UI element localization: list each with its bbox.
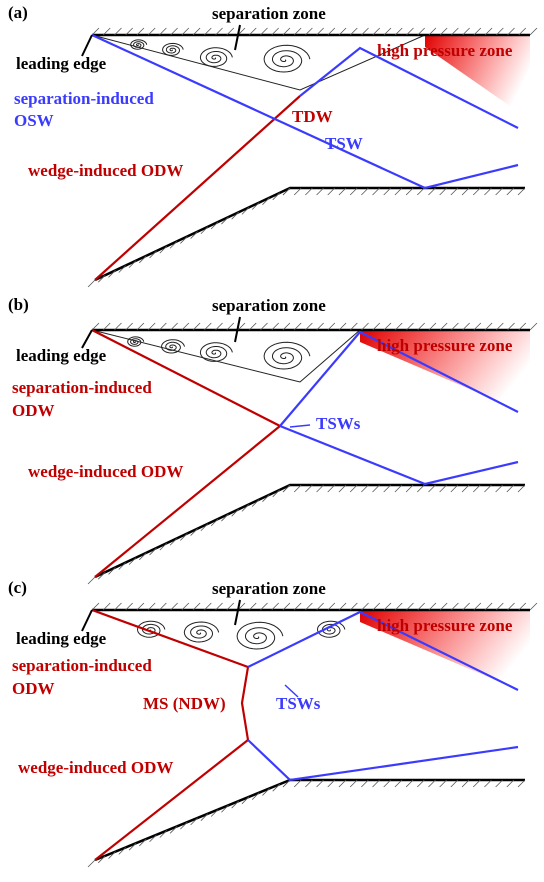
tsw-label: TSWs <box>316 414 361 433</box>
separation-shock-label: ODW <box>12 401 55 420</box>
leading-edge-label: leading edge <box>16 629 107 648</box>
separation-shock-label: separation-induced <box>14 89 154 108</box>
panel-label: (a) <box>8 3 28 22</box>
separation-shock-label: ODW <box>12 679 55 698</box>
vortex <box>184 622 218 642</box>
wedge-wave-label: wedge-induced ODW <box>18 758 173 777</box>
tdw-label: TDW <box>292 107 333 126</box>
separation-shock-label: separation-induced <box>12 656 152 675</box>
vortex <box>162 340 185 353</box>
wedge <box>95 188 525 280</box>
shock-wave <box>248 740 518 780</box>
wedge-wave-label: wedge-induced ODW <box>28 161 183 180</box>
vortex <box>264 342 310 369</box>
vortex <box>200 48 232 67</box>
separation-shock-label: OSW <box>14 111 54 130</box>
detonation-wave <box>242 667 248 740</box>
panel-label: (c) <box>8 578 27 597</box>
hatch <box>88 577 95 584</box>
figure: (a) separation zone leading edge separation… <box>0 0 544 882</box>
leading-edge-label: leading edge <box>16 346 107 365</box>
leader <box>290 425 310 427</box>
panel: (c) separation zone leading edge separation… <box>8 578 537 867</box>
separation-boundary <box>92 35 425 90</box>
leader <box>235 25 240 50</box>
separation-shock-label: separation-induced <box>12 378 152 397</box>
detonation-wave <box>95 96 300 280</box>
high-pressure-label: high pressure zone <box>377 41 513 60</box>
hatch <box>88 860 95 867</box>
separation-zone-label: separation zone <box>212 4 326 23</box>
separation-zone-label: separation zone <box>212 296 326 315</box>
panel-label: (b) <box>8 295 29 314</box>
vortex <box>237 622 283 649</box>
high-pressure-label: high pressure zone <box>377 616 513 635</box>
panel: (a) separation zone leading edge separation… <box>8 3 537 287</box>
tsw-label: TSWs <box>276 694 321 713</box>
leader <box>82 610 92 631</box>
mach-stem-label: MS (NDW) <box>143 694 226 713</box>
vortex <box>264 45 310 72</box>
hatch <box>88 280 95 287</box>
wedge <box>95 485 525 577</box>
wedge-wave-label: wedge-induced ODW <box>28 462 183 481</box>
high-pressure-label: high pressure zone <box>377 336 513 355</box>
separation-zone-label: separation zone <box>212 579 326 598</box>
hatch <box>530 603 537 610</box>
hatch <box>530 28 537 35</box>
leader <box>235 600 240 625</box>
leader <box>82 35 92 56</box>
wedge <box>95 780 525 860</box>
vortex <box>128 337 144 346</box>
leading-edge-label: leading edge <box>16 54 107 73</box>
hatch <box>530 323 537 330</box>
shock-wave <box>280 426 518 484</box>
panel: (b) separation zone leading edge separation… <box>8 295 537 584</box>
vortex <box>318 621 345 637</box>
tsw-label: TSW <box>325 134 363 153</box>
vortex <box>163 43 184 55</box>
